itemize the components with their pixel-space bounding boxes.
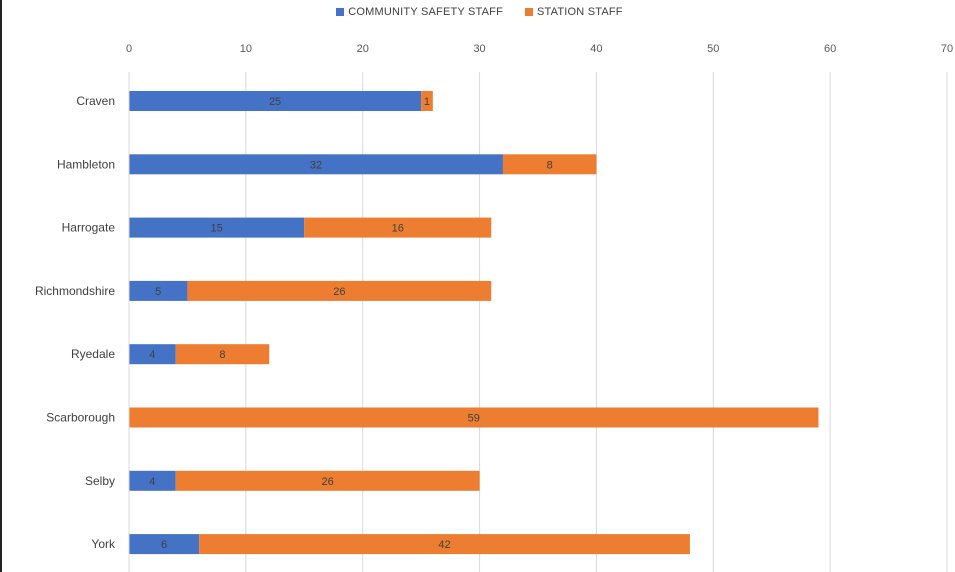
data-label-community-safety-staff-selby: 4 xyxy=(149,476,155,488)
x-tick-label-10: 10 xyxy=(240,43,252,55)
legend-label-station-staff: STATION STAFF xyxy=(537,6,623,18)
data-label-station-staff-richmondshire: 26 xyxy=(333,286,345,298)
data-label-station-staff-harrogate: 16 xyxy=(392,223,404,235)
data-label-station-staff-craven: 1 xyxy=(424,96,430,108)
bar-station-staff-york xyxy=(199,534,690,555)
data-label-community-safety-staff-ryedale: 4 xyxy=(149,349,155,361)
x-tick-label-30: 30 xyxy=(473,43,485,55)
category-label-richmondshire: Richmondshire xyxy=(35,284,115,298)
data-label-community-safety-staff-york: 6 xyxy=(161,539,167,551)
legend-entry-station-staff: STATION STAFF xyxy=(525,6,623,18)
category-label-york: York xyxy=(91,537,116,551)
bar-community-safety-staff-harrogate xyxy=(129,217,305,238)
data-label-community-safety-staff-richmondshire: 5 xyxy=(155,286,161,298)
data-label-station-staff-selby: 26 xyxy=(322,476,334,488)
bar-station-staff-selby xyxy=(175,470,480,491)
category-label-selby: Selby xyxy=(85,474,115,488)
category-label-craven: Craven xyxy=(76,94,115,108)
data-label-station-staff-york: 42 xyxy=(438,539,450,551)
category-label-harrogate: Harrogate xyxy=(62,221,116,235)
legend-label-community-safety-staff: COMMUNITY SAFETY STAFF xyxy=(348,6,504,18)
x-tick-label-0: 0 xyxy=(126,43,132,55)
bar-station-staff-richmondshire xyxy=(187,280,492,301)
legend-swatch-community-safety-staff xyxy=(336,8,345,16)
x-tick-label-50: 50 xyxy=(707,43,719,55)
x-tick-label-20: 20 xyxy=(357,43,369,55)
data-label-community-safety-staff-hambleton: 32 xyxy=(310,159,322,171)
data-label-community-safety-staff-harrogate: 15 xyxy=(211,223,223,235)
legend-swatch-station-staff xyxy=(525,8,534,16)
data-label-station-staff-ryedale: 8 xyxy=(219,349,225,361)
category-label-ryedale: Ryedale xyxy=(71,347,115,361)
category-label-hambleton: Hambleton xyxy=(57,157,115,171)
bar-community-safety-staff-hambleton xyxy=(129,154,503,175)
x-tick-label-70: 70 xyxy=(941,43,953,55)
bar-station-staff-hambleton xyxy=(502,154,597,175)
bar-community-safety-staff-selby xyxy=(129,470,176,491)
bar-station-staff-craven xyxy=(421,91,433,111)
bar-community-safety-staff-york xyxy=(129,534,200,555)
x-tick-label-60: 60 xyxy=(824,43,836,55)
bar-station-staff-harrogate xyxy=(304,217,492,238)
data-label-community-safety-staff-craven: 25 xyxy=(269,96,281,108)
data-label-station-staff-scarborough: 59 xyxy=(468,413,480,425)
bar-community-safety-staff-ryedale xyxy=(129,344,176,365)
legend-entry-community-safety-staff: COMMUNITY SAFETY STAFF xyxy=(336,6,503,18)
category-label-scarborough: Scarborough xyxy=(46,411,115,425)
bar-community-safety-staff-craven xyxy=(129,91,422,111)
legend: COMMUNITY SAFETY STAFF STATION STAFF xyxy=(2,6,955,18)
bar-station-staff-ryedale xyxy=(175,344,270,365)
data-label-station-staff-hambleton: 8 xyxy=(547,159,553,171)
bar-community-safety-staff-richmondshire xyxy=(129,280,188,301)
x-tick-label-40: 40 xyxy=(590,43,602,55)
bar-station-staff-scarborough xyxy=(129,407,819,428)
